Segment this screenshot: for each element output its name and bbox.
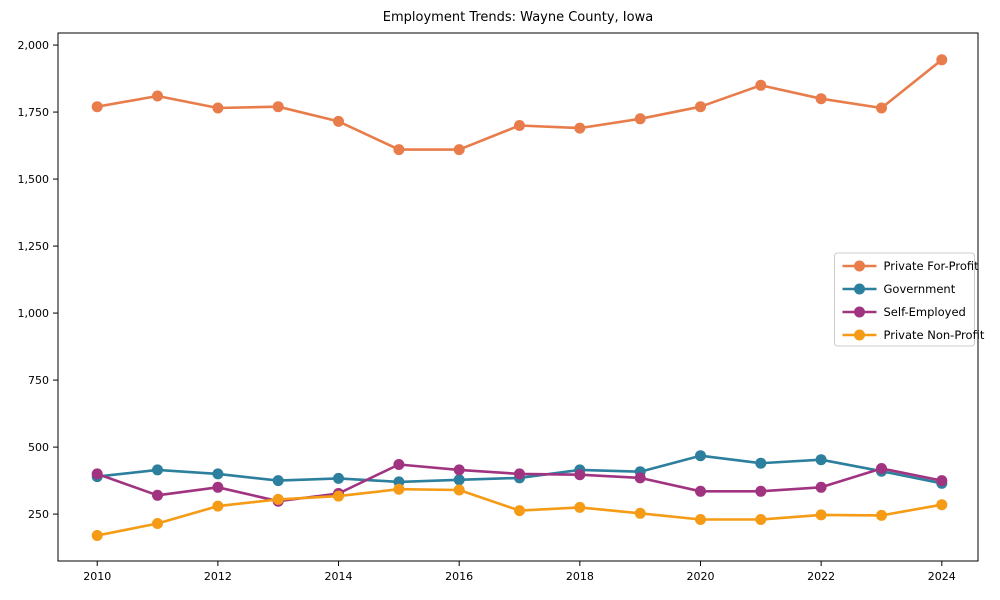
data-point [272, 475, 284, 487]
data-point [936, 54, 948, 66]
x-tick-label: 2016 [445, 570, 473, 583]
data-point [152, 518, 163, 529]
x-tick-label: 2020 [686, 570, 714, 583]
data-point [815, 509, 827, 521]
data-point [91, 101, 103, 113]
data-point [815, 454, 827, 466]
y-tick-label: 750 [28, 374, 49, 387]
legend-marker [854, 260, 865, 272]
x-tick-label: 2024 [928, 570, 956, 583]
data-point [936, 475, 948, 487]
legend-marker [854, 306, 865, 318]
data-point [393, 144, 405, 156]
y-tick-label: 1,500 [18, 173, 50, 186]
data-point [212, 102, 224, 114]
data-point [514, 505, 525, 517]
data-point [152, 90, 163, 102]
data-point [936, 499, 948, 511]
legend-label: Self-Employed [884, 305, 966, 319]
data-point [272, 493, 284, 505]
data-point [574, 469, 586, 481]
data-point [453, 464, 465, 476]
y-tick-label: 500 [28, 441, 49, 454]
y-tick-label: 1,000 [18, 307, 50, 320]
data-point [695, 514, 706, 525]
data-point [815, 481, 827, 493]
data-point [815, 93, 827, 105]
data-point [453, 474, 465, 486]
x-tick-label: 2010 [83, 570, 111, 583]
y-tick-label: 1,250 [18, 240, 50, 253]
y-tick-label: 250 [28, 508, 49, 521]
data-point [574, 122, 586, 134]
data-point [212, 500, 224, 512]
data-point [91, 468, 103, 480]
data-point [212, 481, 224, 493]
data-point [91, 530, 103, 541]
data-point [755, 79, 767, 91]
data-point [152, 464, 163, 476]
data-point [876, 102, 887, 114]
x-tick-label: 2018 [566, 570, 594, 583]
data-point [695, 485, 706, 497]
y-tick-label: 1,750 [18, 106, 50, 119]
data-point [695, 450, 706, 462]
legend-box [834, 252, 975, 347]
data-point [755, 514, 767, 525]
data-point [393, 483, 405, 495]
x-tick-label: 2012 [204, 570, 232, 583]
data-point [152, 489, 163, 501]
data-point [755, 485, 767, 497]
data-point [514, 468, 525, 480]
data-point [755, 457, 767, 469]
plot-border [57, 32, 979, 562]
data-point [876, 509, 887, 521]
y-tick-label: 2,000 [18, 39, 50, 52]
data-point [574, 501, 586, 513]
data-point [634, 507, 646, 519]
legend-label: Private For-Profit [884, 259, 980, 273]
data-point [876, 463, 887, 474]
x-tick-label: 2014 [325, 570, 353, 583]
data-point [333, 490, 344, 502]
data-point [695, 101, 706, 113]
x-tick-label: 2022 [807, 570, 835, 583]
legend-label: Government [884, 282, 956, 296]
legend-marker [854, 283, 865, 295]
data-point [453, 484, 465, 496]
data-point [514, 120, 525, 131]
data-point [212, 468, 224, 480]
data-point [634, 472, 646, 484]
chart-title: Employment Trends: Wayne County, Iowa [383, 10, 653, 25]
legend-marker [854, 329, 865, 341]
data-point [333, 472, 344, 484]
data-point [272, 101, 284, 113]
data-point [453, 144, 465, 156]
data-point [333, 115, 344, 127]
data-point [634, 113, 646, 125]
legend-label: Private Non-Profit [884, 328, 985, 342]
data-point [393, 459, 405, 470]
